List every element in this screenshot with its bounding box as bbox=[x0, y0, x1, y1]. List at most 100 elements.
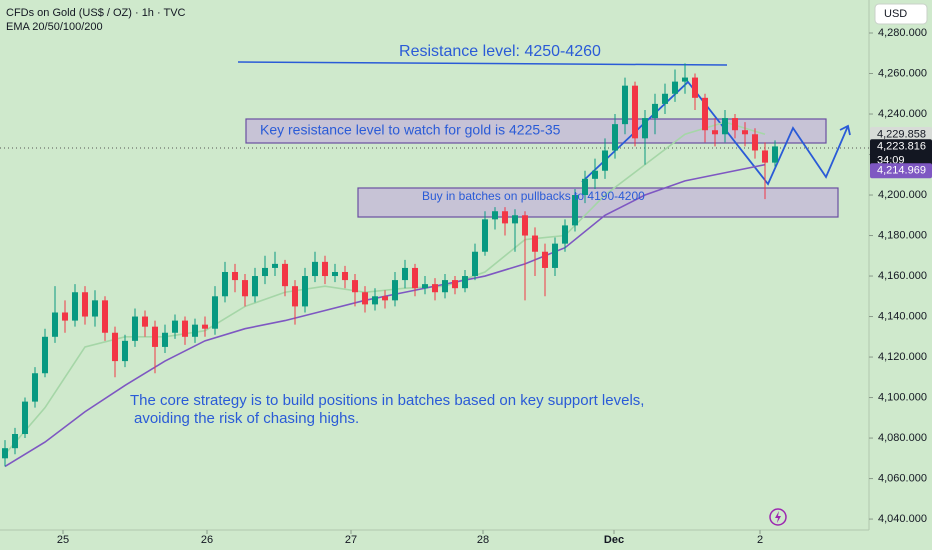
candle-body bbox=[742, 130, 748, 135]
candle-body bbox=[652, 103, 658, 119]
y-tick-label: 4,180.000 bbox=[878, 229, 927, 241]
candle-body bbox=[22, 401, 28, 435]
candle-body bbox=[342, 271, 348, 281]
candle-body bbox=[242, 280, 248, 297]
candle-body bbox=[492, 211, 498, 220]
candle-body bbox=[82, 292, 88, 317]
candle-body bbox=[462, 276, 468, 289]
y-tick-label: 4,120.000 bbox=[878, 351, 927, 363]
candle-body bbox=[552, 243, 558, 268]
candle-body bbox=[402, 267, 408, 281]
candle-body bbox=[732, 118, 738, 131]
x-tick-label: 27 bbox=[345, 534, 357, 546]
candle-body bbox=[142, 316, 148, 327]
candle-body bbox=[722, 118, 728, 135]
candle-body bbox=[182, 320, 188, 337]
annotation: The core strategy is to build positions … bbox=[130, 392, 644, 409]
candle-body bbox=[372, 296, 378, 305]
y-tick-label: 4,260.000 bbox=[878, 67, 927, 79]
candle-body bbox=[572, 195, 578, 226]
candle-body bbox=[772, 146, 778, 163]
candle-body bbox=[112, 332, 118, 362]
candle-body bbox=[632, 85, 638, 139]
candle-body bbox=[52, 312, 58, 337]
x-tick-label: 28 bbox=[477, 534, 489, 546]
currency[interactable]: USD bbox=[884, 8, 907, 20]
candle-body bbox=[592, 170, 598, 179]
y-tick-label: 4,100.000 bbox=[878, 391, 927, 403]
candle-body bbox=[542, 251, 548, 268]
price-tag bbox=[870, 139, 932, 170]
candle-body bbox=[672, 81, 678, 94]
y-tick-label: 4,240.000 bbox=[878, 108, 927, 120]
candle-body bbox=[192, 324, 198, 337]
candle-body bbox=[582, 178, 588, 196]
candle-body bbox=[292, 286, 298, 307]
alert-icon-bolt[interactable] bbox=[775, 511, 781, 523]
candle-body bbox=[62, 312, 68, 321]
candle-body bbox=[682, 77, 688, 82]
annotation: Buy in batches on pullbacks to 4190-4200 bbox=[422, 189, 645, 203]
candle-body bbox=[522, 215, 528, 236]
currency-box[interactable] bbox=[874, 3, 928, 25]
candle-body bbox=[202, 324, 208, 329]
candle-body bbox=[702, 97, 708, 131]
candle-body bbox=[302, 276, 308, 307]
x-tick-label: 2 bbox=[757, 534, 763, 546]
candle-body bbox=[412, 267, 418, 289]
candle-body bbox=[472, 251, 478, 277]
candle-body bbox=[322, 261, 328, 277]
y-tick-label: 4,060.000 bbox=[878, 472, 927, 484]
candle-body bbox=[132, 316, 138, 341]
price-tag-label: 4,214.969 bbox=[877, 165, 926, 177]
annotation: Resistance level: 4250-4260 bbox=[399, 43, 601, 60]
candle-body bbox=[282, 263, 288, 287]
candle-body bbox=[382, 296, 388, 301]
candle-body bbox=[172, 320, 178, 333]
candle-body bbox=[762, 150, 768, 163]
candle-body bbox=[482, 219, 488, 252]
projection-path bbox=[581, 80, 849, 186]
candle-body bbox=[42, 336, 48, 374]
candle-body bbox=[122, 340, 128, 362]
y-tick-label: 4,160.000 bbox=[878, 270, 927, 282]
y-tick-label: 4,080.000 bbox=[878, 432, 927, 444]
candle-body bbox=[252, 276, 258, 297]
candle-body bbox=[2, 448, 8, 459]
candle-body bbox=[752, 134, 758, 151]
candle-body bbox=[72, 292, 78, 321]
candle-body bbox=[232, 271, 238, 281]
candle-body bbox=[92, 300, 98, 317]
candle-body bbox=[432, 284, 438, 293]
annotation: avoiding the risk of chasing highs. bbox=[134, 410, 359, 427]
candle-body bbox=[162, 332, 168, 347]
candle-body bbox=[442, 280, 448, 293]
candle-body bbox=[212, 296, 218, 329]
price-tag-label: 4,223.816 bbox=[877, 141, 926, 153]
marks bbox=[2, 63, 778, 468]
candle-body bbox=[152, 326, 158, 347]
y-tick-label: 4,200.000 bbox=[878, 189, 927, 201]
y-tick-label: 4,280.000 bbox=[878, 27, 927, 39]
candle-body bbox=[262, 267, 268, 277]
chart-title: CFDs on Gold (US$ / OZ) · 1h · TVC bbox=[6, 7, 186, 19]
x-tick-label: Dec bbox=[604, 534, 624, 546]
y-tick-label: 4,040.000 bbox=[878, 513, 927, 525]
price-tag bbox=[870, 127, 932, 143]
candle-body bbox=[612, 124, 618, 151]
candle-body bbox=[602, 150, 608, 171]
candle-body bbox=[392, 280, 398, 301]
candle-body bbox=[422, 284, 428, 289]
candle-body bbox=[352, 280, 358, 293]
candle-body bbox=[452, 280, 458, 289]
candle-body bbox=[502, 211, 508, 224]
candle-body bbox=[512, 215, 518, 224]
resistance-line bbox=[237, 61, 728, 66]
candle-body bbox=[562, 225, 568, 244]
price-tag bbox=[870, 163, 932, 179]
candle-body bbox=[642, 118, 648, 139]
alert-icon[interactable] bbox=[769, 508, 787, 526]
indicator-label: EMA 20/50/100/200 bbox=[6, 21, 103, 33]
